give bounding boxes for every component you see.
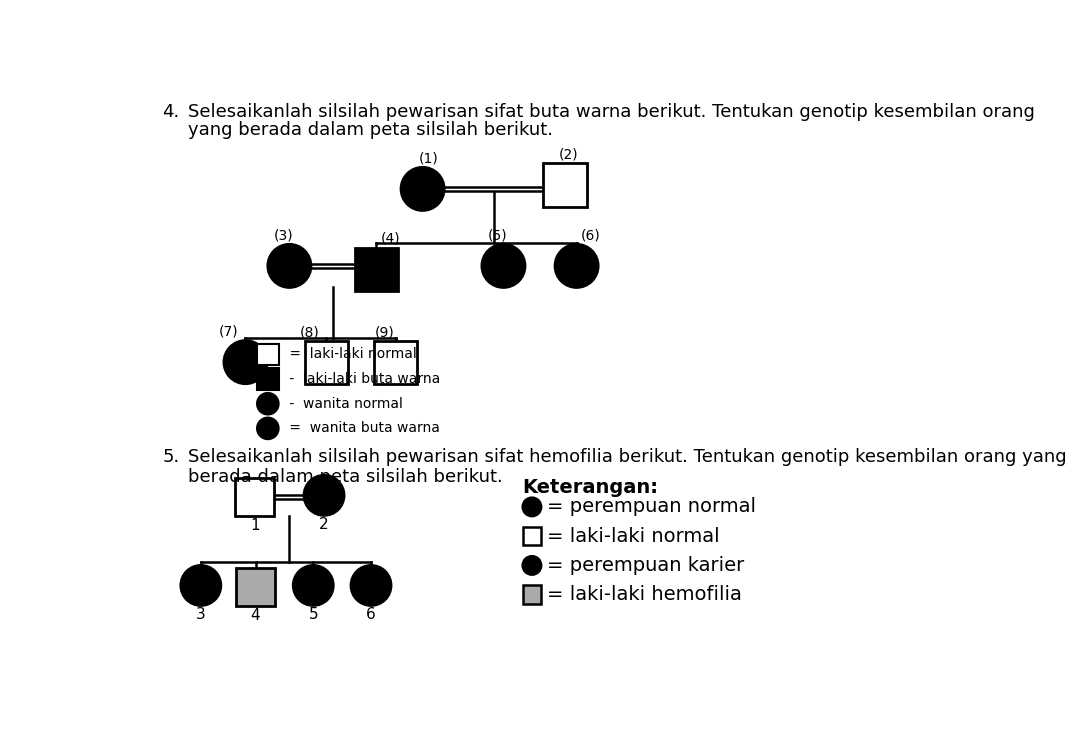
Text: = perempuan karier: = perempuan karier xyxy=(548,556,744,575)
Text: (4): (4) xyxy=(380,232,400,246)
Text: yang berada dalam peta silsilah berikut.: yang berada dalam peta silsilah berikut. xyxy=(188,121,553,139)
Circle shape xyxy=(363,577,379,594)
Text: (3): (3) xyxy=(273,228,293,242)
Bar xyxy=(374,340,417,384)
Text: Selesaikanlah silsilah pewarisan sifat hemofilia berikut. Tentukan genotip kesem: Selesaikanlah silsilah pewarisan sifat h… xyxy=(188,448,1066,466)
Text: =  wanita buta warna: = wanita buta warna xyxy=(285,421,440,435)
Circle shape xyxy=(268,244,311,287)
Bar xyxy=(235,477,274,517)
Text: 6: 6 xyxy=(366,608,376,622)
Text: = perempuan normal: = perempuan normal xyxy=(548,497,756,517)
Text: 4: 4 xyxy=(251,608,260,623)
Text: (9): (9) xyxy=(375,326,395,340)
Bar xyxy=(543,164,586,206)
Text: (1): (1) xyxy=(419,151,438,165)
Circle shape xyxy=(305,475,345,515)
Bar xyxy=(257,369,279,390)
Bar xyxy=(237,568,274,606)
Circle shape xyxy=(528,562,536,569)
Circle shape xyxy=(257,393,279,414)
Circle shape xyxy=(351,565,391,605)
Text: berada dalam peta silsilah berikut.: berada dalam peta silsilah berikut. xyxy=(188,468,502,486)
Bar xyxy=(305,340,348,384)
Text: 1: 1 xyxy=(249,518,259,533)
Circle shape xyxy=(294,565,334,605)
Text: 5.: 5. xyxy=(162,448,179,466)
Circle shape xyxy=(523,498,541,517)
Text: 2: 2 xyxy=(320,517,328,532)
Text: = laki-laki hemofilia: = laki-laki hemofilia xyxy=(548,585,742,604)
Text: (7): (7) xyxy=(219,324,239,338)
Circle shape xyxy=(180,565,220,605)
Text: =  laki-laki normal: = laki-laki normal xyxy=(285,348,417,361)
Text: -  wanita normal: - wanita normal xyxy=(285,397,403,411)
Text: (2): (2) xyxy=(559,147,579,161)
Text: (5): (5) xyxy=(487,228,508,242)
Text: = laki-laki normal: = laki-laki normal xyxy=(548,527,720,545)
Text: Keterangan:: Keterangan: xyxy=(523,477,659,497)
Bar xyxy=(355,248,397,292)
Bar xyxy=(523,527,541,545)
Circle shape xyxy=(401,167,444,210)
Text: (6): (6) xyxy=(581,228,600,242)
Circle shape xyxy=(224,340,267,384)
Text: 4.: 4. xyxy=(162,103,179,121)
Text: 3: 3 xyxy=(195,608,205,622)
Text: -  laki-laki buta warna: - laki-laki buta warna xyxy=(285,372,440,386)
Circle shape xyxy=(523,556,541,575)
Bar xyxy=(523,585,541,604)
Text: Selesaikanlah silsilah pewarisan sifat buta warna berikut. Tentukan genotip kese: Selesaikanlah silsilah pewarisan sifat b… xyxy=(188,103,1035,121)
Text: 5: 5 xyxy=(309,608,319,622)
Circle shape xyxy=(257,417,279,439)
Text: (8): (8) xyxy=(299,326,320,340)
Bar xyxy=(257,343,279,366)
Circle shape xyxy=(555,244,598,287)
Circle shape xyxy=(482,244,525,287)
